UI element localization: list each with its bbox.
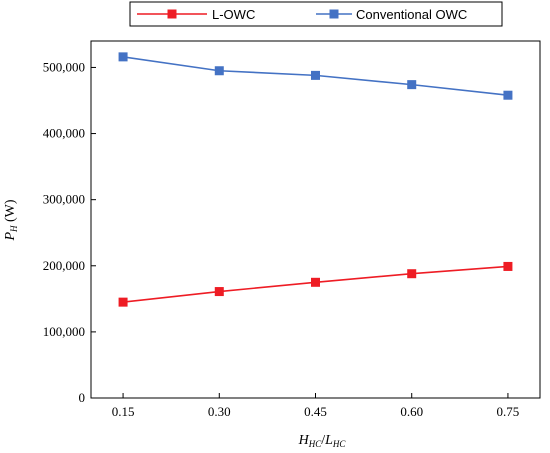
data-point xyxy=(118,297,128,307)
x-tick-label: 0.15 xyxy=(112,404,135,419)
data-point xyxy=(214,66,224,76)
plot-frame xyxy=(90,40,541,399)
legend: L-OWC Conventional OWC xyxy=(129,1,503,27)
data-point xyxy=(407,269,417,279)
y-tick-label: 0 xyxy=(79,390,86,405)
series-l-owc xyxy=(118,261,513,307)
x-tick-label: 0.30 xyxy=(208,404,231,419)
series-conventional-owc xyxy=(118,52,513,100)
data-point xyxy=(214,287,224,297)
data-point xyxy=(503,261,513,271)
x-tick-label: 0.60 xyxy=(400,404,423,419)
series-layer xyxy=(118,52,513,307)
y-tick-label: 500,000 xyxy=(43,59,85,74)
legend-marker xyxy=(167,9,177,19)
x-tick-label: 0.45 xyxy=(304,404,327,419)
data-point xyxy=(311,70,320,80)
y-axis-title: PH (W) xyxy=(3,199,19,241)
legend-label: L-OWC xyxy=(212,7,255,22)
legend-item: L-OWC xyxy=(137,7,255,22)
y-tick-label: 100,000 xyxy=(43,324,85,339)
legend-label: Conventional OWC xyxy=(356,7,467,22)
y-axis: 0 100,000 200,000 300,000 400,000 500,000 xyxy=(43,59,96,405)
data-point xyxy=(503,90,513,100)
data-point xyxy=(118,52,128,62)
legend-marker xyxy=(329,9,339,19)
legend-item: Conventional OWC xyxy=(316,7,467,22)
y-tick-label: 200,000 xyxy=(43,258,85,273)
x-tick-label: 0.75 xyxy=(497,404,520,419)
data-point xyxy=(311,277,320,287)
x-axis: 0.15 0.30 0.45 0.60 0.75 xyxy=(112,393,520,419)
y-tick-label: 400,000 xyxy=(43,126,85,141)
data-point xyxy=(407,80,417,90)
y-tick-label: 300,000 xyxy=(43,192,85,207)
x-axis-title: HHC/LHC xyxy=(298,433,347,449)
